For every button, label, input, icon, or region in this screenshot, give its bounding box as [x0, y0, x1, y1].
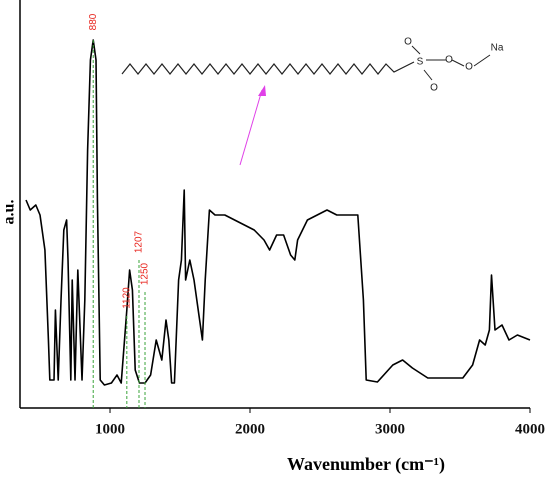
atom-label: S — [417, 57, 424, 68]
y-axis-label: a.u. — [1, 200, 18, 225]
peak-label: 880 — [88, 13, 99, 30]
atom-label: O — [430, 83, 438, 94]
peak-label: 1120 — [121, 287, 132, 309]
atom-label: O — [404, 37, 412, 48]
x-tick-label: 1000 — [95, 421, 125, 437]
x-axis-label: Wavenumber (cm⁻¹) — [287, 454, 445, 475]
spectrum-line — [25, 39, 531, 386]
peak-label: 1207 — [134, 230, 145, 253]
arrow-head — [258, 85, 266, 96]
atom-label: Na — [491, 43, 504, 54]
structure-bond — [423, 69, 433, 81]
arrow — [239, 89, 263, 166]
atom-label: O — [465, 62, 473, 73]
x-tick-label: 2000 — [235, 421, 265, 437]
structure-chain — [121, 61, 415, 75]
structure-bond — [473, 54, 491, 67]
x-tick-label: 3000 — [375, 421, 405, 437]
structure-bond — [451, 59, 465, 67]
structure-bond — [411, 45, 421, 55]
peak-label: 1250 — [140, 262, 151, 285]
x-tick-label: 4000 — [515, 421, 545, 437]
atom-label: O — [445, 55, 453, 66]
